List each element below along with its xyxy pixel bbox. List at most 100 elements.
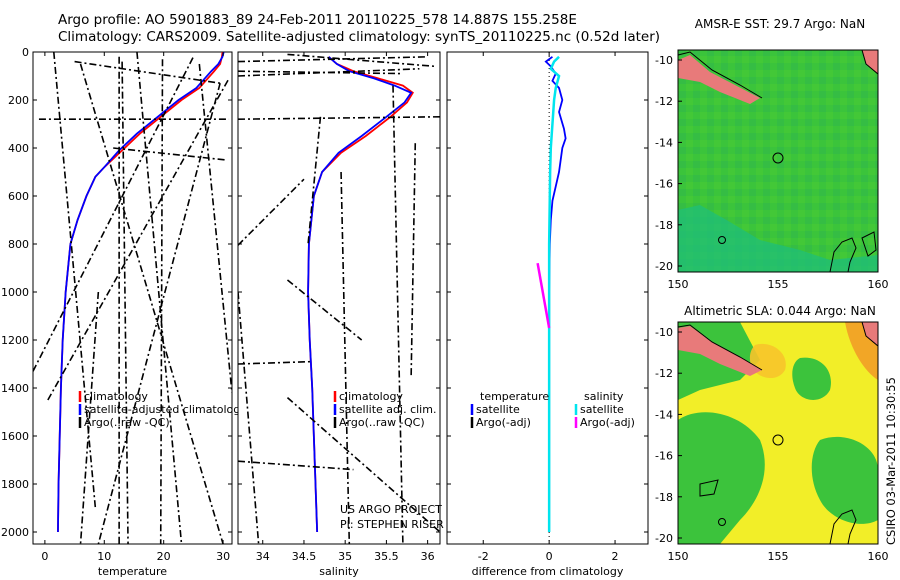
pi-credit: PI: STEPHEN RISER	[340, 518, 444, 531]
salinity-xtick-label: 35.5	[374, 550, 399, 563]
diff-legend-label: Argo(-adj)	[580, 416, 635, 429]
salinity-argo-segment	[238, 460, 354, 471]
depth-tick-label: 1800	[1, 478, 29, 491]
sla-map-title: Altimetric SLA: 0.044 Argo: NaN	[684, 304, 876, 318]
sla-map-frame	[677, 321, 879, 545]
temperature-xtick-label: 0	[41, 550, 48, 563]
temperature-xtick-label: 30	[216, 550, 230, 563]
project-credit: US ARGO PROJECT	[340, 503, 442, 516]
map-lat-tick-label: -14	[655, 408, 673, 421]
difference-xtick-label: 0	[546, 550, 553, 563]
temperature-argo-segment	[159, 59, 164, 544]
difference-plot-area	[536, 52, 567, 544]
salinity-legend-label: Argo(..raw -QC)	[339, 416, 425, 429]
temperature-argo-segment	[79, 63, 224, 544]
temperature-argo-segment	[74, 60, 221, 84]
difference-axes-frame	[446, 51, 649, 545]
salinity-argo-segment	[238, 291, 260, 544]
temperature-argo-segment	[113, 147, 227, 161]
difference-series-salinity-satellite	[547, 55, 561, 532]
depth-tick-label: 800	[8, 238, 29, 251]
sla-coastline-south	[829, 509, 857, 545]
salinity-xtick-label: 34.5	[292, 550, 317, 563]
temperature-legend-label: climatology	[84, 390, 148, 403]
map-lat-tick-label: -18	[655, 219, 673, 232]
salinity-argo-segment	[238, 178, 305, 246]
salinity-argo-segment	[238, 56, 428, 63]
climatology-title: Climatology: CARS2009. Satellite-adjuste…	[58, 29, 661, 45]
temperature-argo-segment	[136, 52, 183, 544]
map-lat-tick-label: -10	[655, 326, 673, 339]
salinity-argo-segment	[307, 116, 322, 245]
difference-xtick-label: -2	[478, 550, 489, 563]
diff-legend-label: salinity	[584, 390, 624, 403]
salinity-xtick-label: 34	[256, 550, 270, 563]
sst-reef-circle	[718, 236, 726, 244]
sst-land-pink	[678, 55, 760, 104]
map-lat-tick-label: -18	[655, 491, 673, 504]
salinity-plot-area	[238, 53, 440, 544]
sla-argo-location-marker	[772, 434, 784, 446]
temperature-panel: 0 200 400 600 800 1000 1200 1400 1600 1800 2000 0 10…	[1, 46, 247, 578]
diff-legend-label: satellite	[476, 403, 520, 416]
map-lat-tick-label: -14	[655, 136, 673, 149]
sla-land-pink	[678, 326, 762, 376]
sst-cool-region	[678, 205, 878, 272]
salinity-legend-label: satellite adj. clim.	[339, 403, 436, 416]
depth-tick-label: 1200	[1, 334, 29, 347]
sla-map	[677, 321, 879, 545]
salinity-argo-segment	[286, 396, 440, 533]
map-lon-tick-label: 160	[868, 278, 889, 291]
sst-map-frame	[677, 49, 879, 273]
temperature-xtick-label: 20	[157, 550, 171, 563]
sla-coastline-north	[677, 324, 763, 371]
map-lon-tick-label: 155	[768, 550, 789, 563]
map-lat-tick-label: -12	[655, 367, 673, 380]
depth-tick-label: 600	[8, 190, 29, 203]
map-lat-tick-label: -16	[655, 178, 673, 191]
difference-series-salinity-argo-adj-	[536, 262, 551, 329]
map-lat-tick-label: -10	[655, 54, 673, 67]
sst-coastline-south	[829, 237, 857, 273]
salinity-legend-label: climatology	[339, 390, 403, 403]
salinity-argo-segment	[238, 116, 440, 120]
salinity-xlabel: salinity	[319, 565, 359, 578]
temperature-argo-segment	[97, 82, 221, 544]
sla-reef-outline	[699, 479, 719, 497]
depth-tick-label: 2000	[1, 526, 29, 539]
map-lat-tick-label: -20	[655, 260, 673, 273]
map-lon-tick-label: 150	[668, 550, 689, 563]
depth-tick-label: 1400	[1, 382, 29, 395]
salinity-panel: 34 34.5 35 35.5 36 salinity climatologysatelli…	[237, 51, 441, 578]
sst-map	[677, 49, 879, 273]
map-lat-tick-label: -16	[655, 450, 673, 463]
map-lon-tick-label: 150	[668, 278, 689, 291]
salinity-series-satellite-adj-clim-	[307, 56, 413, 533]
diff-legend-label: satellite	[580, 403, 624, 416]
temperature-legend-label: satellite-adjusted climatology	[84, 403, 247, 416]
map-lat-tick-label: -20	[655, 532, 673, 545]
sst-map-title: AMSR-E SST: 29.7 Argo: NaN	[694, 17, 866, 31]
sst-argo-location-marker	[772, 152, 784, 164]
salinity-xtick-label: 35	[338, 550, 352, 563]
difference-panel: -2 0 2 difference from climatology temperatu…	[446, 51, 649, 578]
temperature-argo-segment	[121, 61, 129, 544]
difference-xlabel: difference from climatology	[472, 565, 624, 578]
temperature-series-satellite-adjusted-climatology	[57, 52, 225, 533]
temperature-axes-frame	[32, 51, 233, 545]
sst-coastline-north	[677, 51, 763, 99]
salinity-argo-segment	[340, 171, 351, 544]
salinity-argo-segment	[238, 68, 420, 77]
temperature-legend-label: Argo(..raw -QC)	[84, 416, 170, 429]
map-lon-tick-label: 160	[868, 550, 889, 563]
sla-reef-circle	[718, 518, 726, 526]
diff-legend-label: Argo(-adj)	[476, 416, 531, 429]
salinity-axes-frame	[237, 51, 441, 545]
temperature-argo-segment	[79, 291, 100, 544]
salinity-argo-segment	[392, 85, 404, 544]
salinity-xtick-label: 36	[421, 550, 435, 563]
temperature-argo-segment	[33, 56, 195, 372]
temperature-xtick-label: 10	[97, 550, 111, 563]
salinity-argo-segment	[238, 360, 313, 365]
